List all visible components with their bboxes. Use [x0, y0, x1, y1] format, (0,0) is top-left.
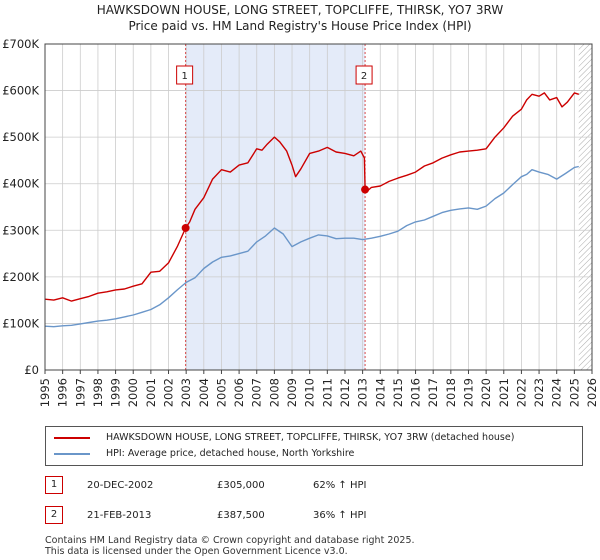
chart-subtitle: Price paid vs. HM Land Registry's House … [128, 19, 472, 33]
y-tick-label: £200K [2, 270, 39, 284]
legend-label-property: HAWKSDOWN HOUSE, LONG STREET, TOPCLIFFE,… [106, 432, 515, 443]
sale-point [361, 185, 370, 194]
x-tick-label: 2014 [373, 378, 387, 407]
legend-swatch-hpi [54, 453, 90, 455]
x-tick-label: 2003 [179, 378, 193, 407]
x-tick-label: 1995 [38, 378, 52, 407]
x-tick-label: 2005 [214, 378, 228, 407]
x-tick-label: 2020 [479, 378, 493, 407]
sale-marker-label: 1 [181, 71, 187, 82]
legend-label-hpi: HPI: Average price, detached house, Nort… [106, 448, 355, 459]
x-tick-label: 2011 [320, 378, 334, 407]
x-tick-label: 2008 [267, 378, 281, 407]
x-tick-label: 2015 [391, 378, 405, 407]
x-tick-label: 1996 [56, 378, 70, 407]
sale-marker-box [176, 65, 194, 85]
sale-marker-badge: 1 [45, 476, 63, 494]
sale-hpi-change: 36% ↑ HPI [313, 510, 367, 521]
x-tick-label: 2023 [532, 378, 546, 407]
sale-price: £387,500 [217, 510, 265, 521]
x-tick-label: 2021 [497, 378, 511, 407]
y-tick-label: £600K [2, 84, 39, 98]
x-tick-label: 2012 [338, 378, 352, 407]
y-tick-label: £0 [24, 363, 39, 377]
x-tick-label: 2022 [514, 378, 528, 407]
x-tick-label: 2024 [550, 378, 564, 407]
x-tick-label: 2017 [426, 378, 440, 407]
price-paid-series-line [44, 92, 580, 302]
y-tick-label: £100K [2, 316, 39, 330]
x-tick-label: 1997 [73, 378, 87, 407]
sale-price: £305,000 [217, 480, 265, 491]
ownership-period-shade [185, 44, 366, 370]
sale-marker-badge: 2 [45, 506, 63, 524]
x-tick-label: 2009 [285, 378, 299, 407]
y-tick-label: £300K [2, 223, 39, 237]
x-tick-label: 2018 [444, 378, 458, 407]
x-tick-label: 2025 [567, 378, 581, 407]
chart-title: HAWKSDOWN HOUSE, LONG STREET, TOPCLIFFE,… [96, 3, 504, 17]
chart-legend: HAWKSDOWN HOUSE, LONG STREET, TOPCLIFFE,… [45, 426, 583, 466]
x-tick-label: 1999 [109, 378, 123, 407]
x-tick-label: 2019 [461, 378, 475, 407]
plot-frame [44, 43, 593, 371]
sale-marker-label: 2 [361, 71, 367, 82]
sale-date: 20-DEC-2002 [87, 480, 154, 491]
x-tick-label: 2016 [409, 378, 423, 407]
sale-hpi-change: 62% ↑ HPI [313, 480, 367, 491]
x-tick-label: 2013 [356, 378, 370, 407]
x-tick-label: 2006 [232, 378, 246, 407]
y-tick-label: £400K [2, 177, 39, 191]
y-tick-label: £700K [2, 37, 39, 51]
x-tick-label: 2007 [250, 378, 264, 407]
sale-row: 2 21-FEB-2013 £387,500 36% ↑ HPI [45, 506, 581, 524]
forecast-hatch [578, 44, 592, 370]
x-tick-label: 2001 [144, 378, 158, 407]
x-tick-label: 2002 [162, 378, 176, 407]
x-tick-label: 2000 [126, 378, 140, 407]
price-chart: 1 2 £0 £100K £200K £300K £400K £500K £600K £700K… [2, 37, 599, 407]
sale-point [181, 223, 190, 232]
footer-licence: This data is licensed under the Open Gov… [45, 546, 348, 557]
sale-row: 1 20-DEC-2002 £305,000 62% ↑ HPI [45, 476, 581, 494]
x-tick-label: 2010 [303, 378, 317, 407]
footer-copyright: Contains HM Land Registry data © Crown c… [45, 535, 415, 546]
hpi-series-line [44, 165, 579, 328]
sale-date: 21-FEB-2013 [87, 510, 152, 521]
x-tick-label: 2004 [197, 378, 211, 407]
x-tick-label: 2026 [585, 378, 599, 407]
x-tick-label: 1998 [91, 378, 105, 407]
legend-swatch-property [54, 437, 90, 439]
y-tick-label: £500K [2, 130, 39, 144]
sale-marker-box [355, 65, 373, 85]
